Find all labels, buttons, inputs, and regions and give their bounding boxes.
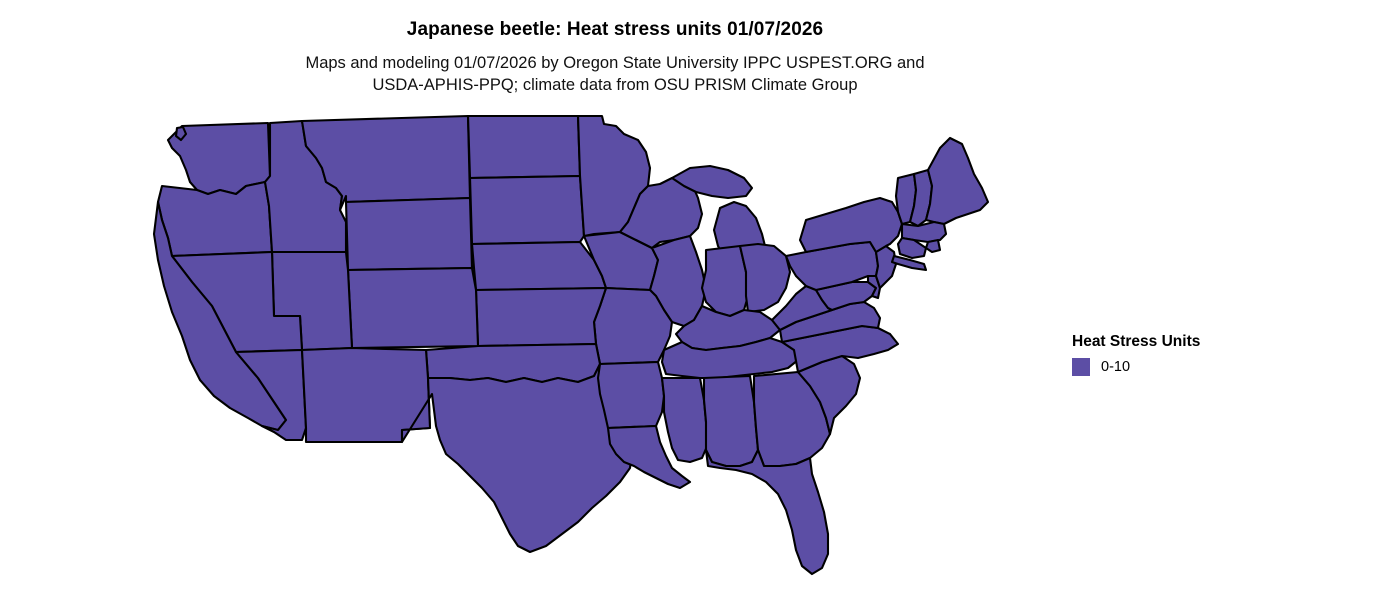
state-oklahoma[interactable]: [424, 342, 602, 384]
state-colorado[interactable]: [346, 266, 480, 350]
page-title: Japanese beetle: Heat stress units 01/07…: [406, 19, 824, 40]
state-alabama[interactable]: [702, 374, 760, 468]
state-michigan-upper-peninsula[interactable]: [670, 164, 754, 200]
state-wyoming[interactable]: [344, 196, 474, 272]
state-rhode-island[interactable]: [924, 238, 942, 254]
legend-swatch-icon: [1072, 358, 1090, 376]
state-nebraska[interactable]: [470, 240, 608, 292]
state-north-dakota[interactable]: [466, 114, 582, 180]
usa-choropleth: [152, 114, 990, 576]
state-mississippi[interactable]: [660, 376, 710, 464]
state-ohio[interactable]: [738, 242, 792, 314]
state-louisiana[interactable]: [606, 424, 692, 490]
states-layer: [152, 114, 990, 576]
legend-item-label: 0-10: [1101, 359, 1131, 375]
legend-title: Heat Stress Units: [1072, 333, 1201, 350]
map-legend: Heat Stress Units 0-10: [1072, 333, 1372, 376]
state-arkansas[interactable]: [596, 360, 666, 430]
state-indiana[interactable]: [700, 244, 750, 318]
state-maine[interactable]: [924, 136, 990, 226]
state-kansas[interactable]: [474, 286, 608, 348]
state-south-dakota[interactable]: [468, 174, 586, 246]
state-new-jersey[interactable]: [874, 244, 898, 290]
map-subtitle: Maps and modeling 01/07/2026 by Oregon S…: [0, 52, 1230, 96]
state-florida[interactable]: [704, 448, 830, 576]
legend-item-0-10[interactable]: 0-10: [1072, 358, 1372, 376]
state-texas[interactable]: [400, 362, 634, 554]
map-subtitle-line-1: Maps and modeling 01/07/2026 by Oregon S…: [305, 54, 925, 72]
long-island: [890, 254, 928, 272]
state-washington-islands: [174, 125, 188, 142]
state-oregon[interactable]: [156, 180, 274, 258]
map-subtitle-line-2: USDA-APHIS-PPQ; climate data from OSU PR…: [372, 76, 858, 94]
state-connecticut[interactable]: [896, 236, 928, 260]
map-canvas: [150, 110, 1080, 590]
title-block: Japanese beetle: Heat stress units 01/07…: [0, 18, 1230, 96]
state-new-york[interactable]: [798, 196, 904, 254]
